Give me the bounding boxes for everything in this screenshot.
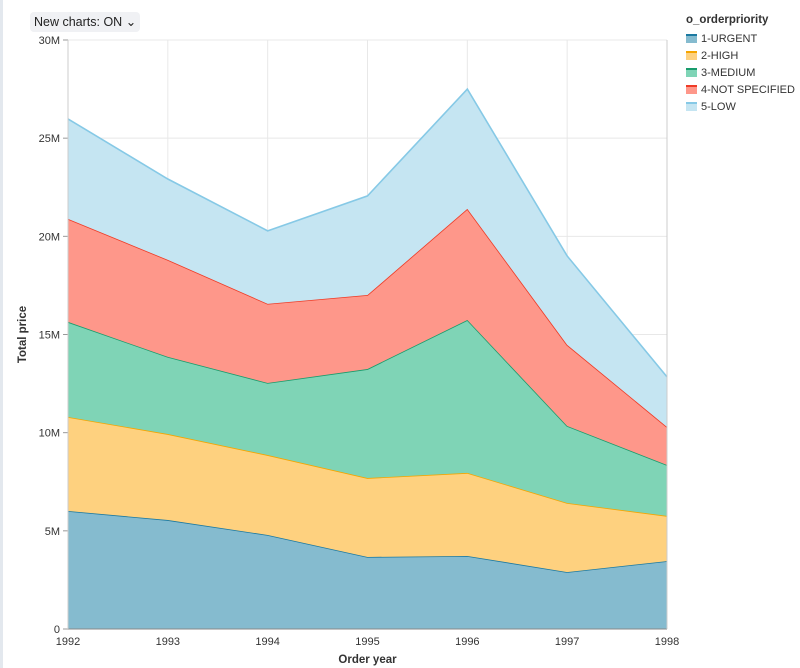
y-tick-label: 15M [39,330,60,342]
x-tick-label: 1997 [555,636,579,648]
panel-border [0,0,3,668]
y-tick-label: 25M [39,133,60,145]
area-3-medium [68,319,667,516]
legend: o_orderpriority 1-URGENT 2-HIGH 3-MEDIUM 4-… [686,14,795,115]
legend-item[interactable]: 1-URGENT [686,30,795,47]
legend-swatch [686,85,697,94]
x-tick-label: 1998 [655,636,679,648]
x-tick-label: 1992 [56,636,80,648]
area-1-urgent [68,511,667,629]
legend-swatch [686,68,697,77]
new-charts-label: New charts: ON [34,15,123,29]
chevron-down-icon: ⌄ [125,15,137,29]
new-charts-toggle[interactable]: New charts: ON ⌄ [30,12,141,32]
legend-label: 3-MEDIUM [701,66,756,79]
legend-title: o_orderpriority [686,14,769,26]
legend-item[interactable]: 5-LOW [686,98,795,115]
x-tick-label: 1996 [455,636,479,648]
area-2-high [68,416,667,573]
legend-label: 5-LOW [701,100,736,113]
legend-item[interactable]: 3-MEDIUM [686,64,795,81]
y-tick-label: 10M [39,428,60,440]
y-tick-label: 20M [39,231,60,243]
legend-item[interactable]: 2-HIGH [686,47,795,64]
legend-swatch [686,102,697,111]
x-tick-label: 1994 [255,636,279,648]
x-axis-title: Order year [338,654,397,666]
y-tick-label: 0 [54,624,60,636]
legend-swatch [686,34,697,43]
area-4-not-specified [68,208,667,466]
legend-item[interactable]: 4-NOT SPECIFIED [686,81,795,98]
y-tick-label: 5M [45,526,60,538]
x-tick-label: 1993 [156,636,180,648]
y-tick-label: 30M [39,35,60,47]
x-tick-label: 1995 [355,636,379,648]
legend-label: 1-URGENT [701,32,758,45]
legend-swatch [686,51,697,60]
legend-label: 4-NOT SPECIFIED [701,83,795,96]
legend-label: 2-HIGH [701,49,739,62]
y-axis-title: Total price [17,306,29,363]
